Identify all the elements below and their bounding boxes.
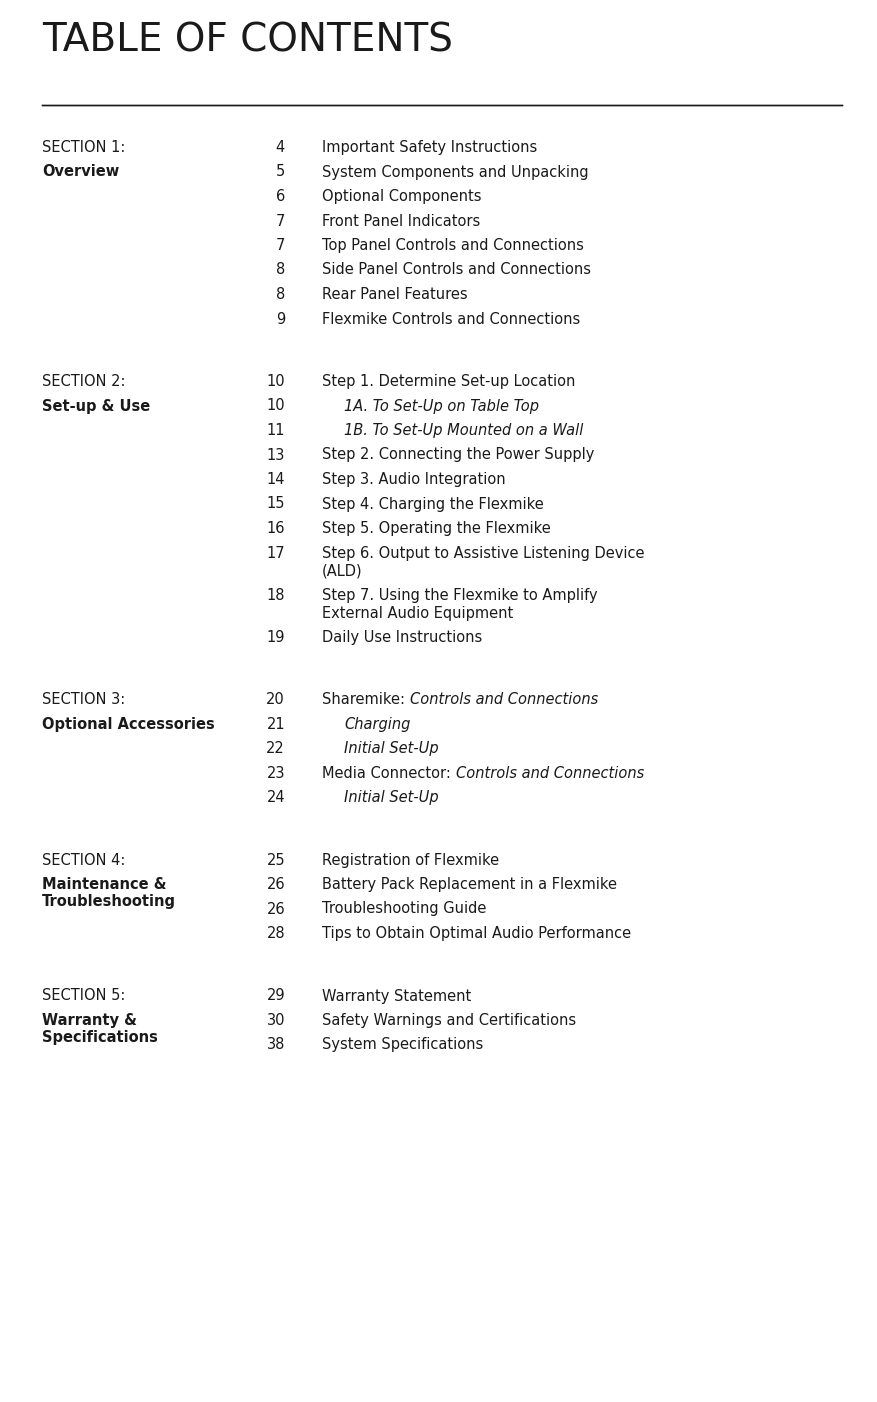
Text: Flexmike Controls and Connections: Flexmike Controls and Connections [322, 311, 581, 327]
Text: Step 5. Operating the Flexmike: Step 5. Operating the Flexmike [322, 522, 551, 536]
Text: Warranty Statement: Warranty Statement [322, 988, 471, 1004]
Text: 38: 38 [267, 1037, 285, 1053]
Text: 11: 11 [267, 423, 285, 437]
Text: 8: 8 [275, 287, 285, 301]
Text: Step 7. Using the Flexmike to Amplify
External Audio Equipment: Step 7. Using the Flexmike to Amplify Ex… [322, 587, 597, 621]
Text: 21: 21 [267, 716, 285, 732]
Text: 14: 14 [267, 472, 285, 486]
Text: Battery Pack Replacement in a Flexmike: Battery Pack Replacement in a Flexmike [322, 878, 617, 892]
Text: 29: 29 [267, 988, 285, 1004]
Text: 4: 4 [275, 140, 285, 156]
Text: 13: 13 [267, 447, 285, 463]
Text: Controls and Connections: Controls and Connections [410, 693, 598, 707]
Text: Rear Panel Features: Rear Panel Features [322, 287, 467, 301]
Text: Step 4. Charging the Flexmike: Step 4. Charging the Flexmike [322, 496, 544, 512]
Text: SECTION 5:: SECTION 5: [42, 988, 125, 1004]
Text: SECTION 1:: SECTION 1: [42, 140, 125, 156]
Text: 1A. To Set-Up on Table Top: 1A. To Set-Up on Table Top [344, 398, 539, 414]
Text: 8: 8 [275, 262, 285, 278]
Text: 24: 24 [267, 789, 285, 805]
Text: Warranty &
Specifications: Warranty & Specifications [42, 1014, 158, 1046]
Text: Initial Set-Up: Initial Set-Up [344, 742, 438, 756]
Text: Daily Use Instructions: Daily Use Instructions [322, 629, 482, 645]
Text: 30: 30 [267, 1014, 285, 1028]
Text: 28: 28 [267, 925, 285, 941]
Text: SECTION 3:: SECTION 3: [42, 693, 125, 707]
Text: 19: 19 [267, 629, 285, 645]
Text: Troubleshooting Guide: Troubleshooting Guide [322, 901, 487, 917]
Text: 17: 17 [267, 545, 285, 561]
Text: 15: 15 [267, 496, 285, 512]
Text: Registration of Flexmike: Registration of Flexmike [322, 852, 499, 868]
Text: Step 1. Determine Set-up Location: Step 1. Determine Set-up Location [322, 374, 575, 388]
Text: Step 6. Output to Assistive Listening Device
(ALD): Step 6. Output to Assistive Listening De… [322, 545, 645, 579]
Text: 20: 20 [267, 693, 285, 707]
Text: Top Panel Controls and Connections: Top Panel Controls and Connections [322, 238, 584, 252]
Text: Overview: Overview [42, 164, 119, 179]
Text: 26: 26 [267, 878, 285, 892]
Text: 26: 26 [267, 901, 285, 917]
Text: 16: 16 [267, 522, 285, 536]
Text: Media Connector:: Media Connector: [322, 765, 455, 781]
Text: 9: 9 [275, 311, 285, 327]
Text: 22: 22 [267, 742, 285, 756]
Text: 25: 25 [267, 852, 285, 868]
Text: 23: 23 [267, 765, 285, 781]
Text: Step 3. Audio Integration: Step 3. Audio Integration [322, 472, 506, 486]
Text: Initial Set-Up: Initial Set-Up [344, 789, 438, 805]
Text: Side Panel Controls and Connections: Side Panel Controls and Connections [322, 262, 591, 278]
Text: Charging: Charging [344, 716, 410, 732]
Text: 18: 18 [267, 587, 285, 603]
Text: Optional Accessories: Optional Accessories [42, 716, 215, 732]
Text: TABLE OF CONTENTS: TABLE OF CONTENTS [42, 22, 453, 60]
Text: 7: 7 [275, 213, 285, 229]
Text: Optional Components: Optional Components [322, 189, 481, 205]
Text: 6: 6 [275, 189, 285, 205]
Text: SECTION 4:: SECTION 4: [42, 852, 125, 868]
Text: 5: 5 [275, 164, 285, 179]
Text: Step 2. Connecting the Power Supply: Step 2. Connecting the Power Supply [322, 447, 595, 463]
Text: Front Panel Indicators: Front Panel Indicators [322, 213, 481, 229]
Text: 7: 7 [275, 238, 285, 252]
Text: System Components and Unpacking: System Components and Unpacking [322, 164, 588, 179]
Text: Sharemike:: Sharemike: [322, 693, 410, 707]
Text: 10: 10 [267, 398, 285, 414]
Text: Important Safety Instructions: Important Safety Instructions [322, 140, 538, 156]
Text: Tips to Obtain Optimal Audio Performance: Tips to Obtain Optimal Audio Performance [322, 925, 631, 941]
Text: SECTION 2:: SECTION 2: [42, 374, 125, 388]
Text: Safety Warnings and Certifications: Safety Warnings and Certifications [322, 1014, 576, 1028]
Text: 1B. To Set-Up Mounted on a Wall: 1B. To Set-Up Mounted on a Wall [344, 423, 583, 437]
Text: Maintenance &
Troubleshooting: Maintenance & Troubleshooting [42, 878, 176, 910]
Text: Controls and Connections: Controls and Connections [455, 765, 644, 781]
Text: Set-up & Use: Set-up & Use [42, 398, 150, 414]
Text: 10: 10 [267, 374, 285, 388]
Text: System Specifications: System Specifications [322, 1037, 483, 1053]
